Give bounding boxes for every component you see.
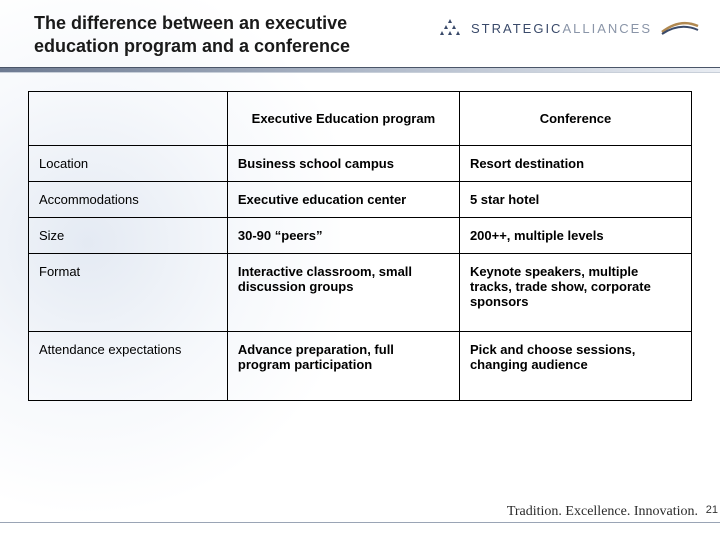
row-label: Location	[29, 146, 228, 182]
row-cell: 30-90 “peers”	[227, 218, 459, 254]
row-cell: Advance preparation, full program partic…	[227, 332, 459, 401]
row-label: Size	[29, 218, 228, 254]
row-cell: Pick and choose sessions, changing audie…	[459, 332, 691, 401]
table-header-row: Executive Education program Conference	[29, 92, 692, 146]
logo-triangle-icon	[437, 17, 463, 41]
logo-swoosh-icon	[660, 16, 700, 41]
table-header-col2: Conference	[459, 92, 691, 146]
logo-word-2: ALLIANCES	[562, 21, 652, 36]
row-label: Format	[29, 254, 228, 332]
row-label: Accommodations	[29, 182, 228, 218]
logo-word-1: STRATEGIC	[471, 21, 562, 36]
row-cell: Interactive classroom, small discussion …	[227, 254, 459, 332]
row-cell: Keynote speakers, multiple tracks, trade…	[459, 254, 691, 332]
row-cell: 5 star hotel	[459, 182, 691, 218]
table-header-col1: Executive Education program	[227, 92, 459, 146]
footer-tagline: Tradition. Excellence. Innovation.	[507, 504, 698, 520]
slide-header: The difference between an executive educ…	[0, 0, 720, 63]
page-number: 21	[706, 504, 718, 516]
table-row: Location Business school campus Resort d…	[29, 146, 692, 182]
table-header-blank	[29, 92, 228, 146]
table-row: Attendance expectations Advance preparat…	[29, 332, 692, 401]
footer-bar	[0, 522, 720, 540]
logo-wordmark: STRATEGICALLIANCES	[471, 21, 652, 36]
table-row: Size 30-90 “peers” 200++, multiple level…	[29, 218, 692, 254]
slide-content: Executive Education program Conference L…	[0, 73, 720, 401]
row-cell: Executive education center	[227, 182, 459, 218]
table-row: Accommodations Executive education cente…	[29, 182, 692, 218]
row-cell: 200++, multiple levels	[459, 218, 691, 254]
table-row: Format Interactive classroom, small disc…	[29, 254, 692, 332]
row-cell: Business school campus	[227, 146, 459, 182]
slide-title: The difference between an executive educ…	[34, 12, 437, 57]
row-cell: Resort destination	[459, 146, 691, 182]
brand-logo: STRATEGICALLIANCES	[437, 16, 700, 41]
comparison-table: Executive Education program Conference L…	[28, 91, 692, 401]
row-label: Attendance expectations	[29, 332, 228, 401]
